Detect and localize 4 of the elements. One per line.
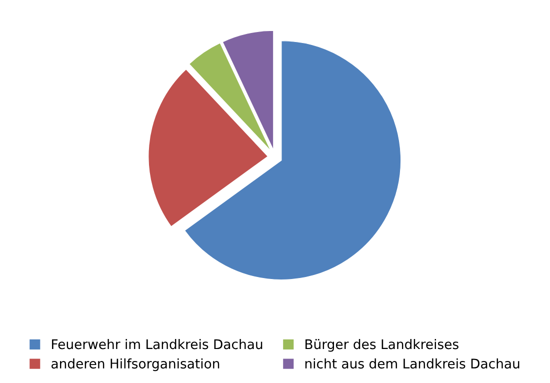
legend-label: anderen Hilfsorganisation xyxy=(52,358,220,372)
legend-label: Bürger des Landkreises xyxy=(306,338,458,352)
legend-label: nicht aus dem Landkreis Dachau xyxy=(305,358,520,369)
legend-label: Feuerwehr im Landkreis Dachau xyxy=(52,338,262,350)
